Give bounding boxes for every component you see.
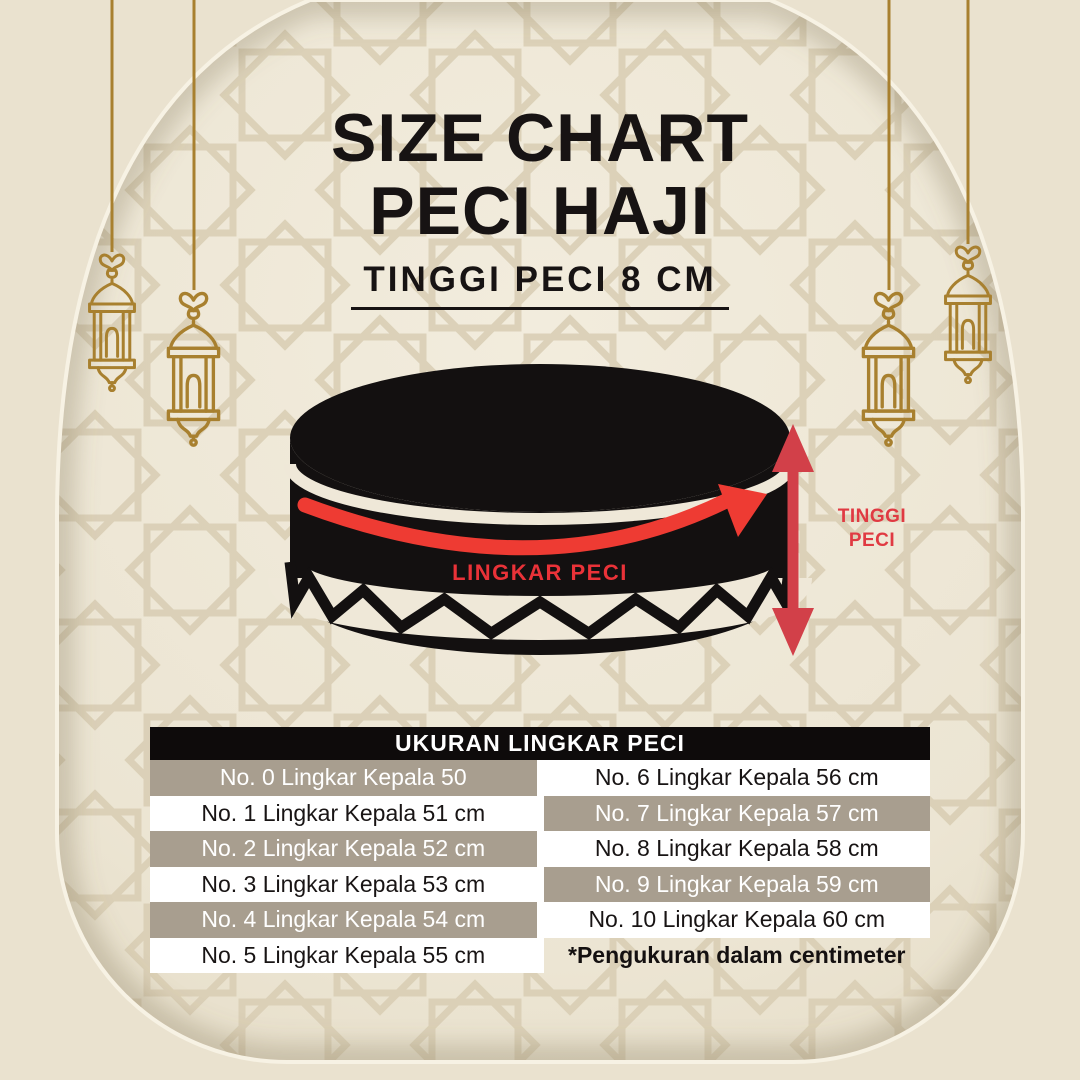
column-divider <box>536 866 544 902</box>
title-line-2: PECI HAJI <box>369 172 711 249</box>
title-line-1: SIZE CHART <box>331 100 749 176</box>
column-divider <box>536 831 544 867</box>
size-table: UKURAN LINGKAR PECI No. 0 Lingkar Kepala… <box>150 727 930 973</box>
circumference-label: LINGKAR PECI <box>452 560 628 585</box>
table-footnote: *Pengukuran dalam centimeter <box>568 941 906 968</box>
size-cell: No. 8 Lingkar Kepala 58 cm <box>543 831 930 867</box>
vertical-double-arrow-icon <box>772 424 814 656</box>
column-divider <box>536 937 544 973</box>
lantern-cords <box>110 0 970 290</box>
peci-diagram: LINGKAR PECI TINGGI PECI <box>268 364 906 656</box>
column-divider <box>536 795 544 831</box>
subtitle-wrap: TINGGI PECI 8 CM <box>0 260 1080 310</box>
size-cell: No. 0 Lingkar Kepala 50 <box>150 760 537 796</box>
size-cell: No. 10 Lingkar Kepala 60 cm <box>543 902 930 938</box>
page-subtitle: TINGGI PECI 8 CM <box>351 260 729 310</box>
size-cell: No. 3 Lingkar Kepala 53 cm <box>150 866 537 902</box>
size-cell: No. 6 Lingkar Kepala 56 cm <box>543 760 930 796</box>
size-table-body: No. 0 Lingkar Kepala 50 No. 6 Lingkar Ke… <box>150 760 930 973</box>
size-cell: No. 4 Lingkar Kepala 54 cm <box>150 902 537 938</box>
size-table-header: UKURAN LINGKAR PECI <box>150 727 930 760</box>
curved-right-arrow-icon <box>297 484 767 556</box>
page-title: SIZE CHART PECI HAJI <box>0 102 1080 248</box>
size-cell: No. 5 Lingkar Kepala 55 cm <box>150 937 537 973</box>
size-cell: No. 9 Lingkar Kepala 59 cm <box>543 866 930 902</box>
size-cell: No. 7 Lingkar Kepala 57 cm <box>543 795 930 831</box>
column-divider <box>536 760 544 796</box>
size-cell: No. 2 Lingkar Kepala 52 cm <box>150 831 537 867</box>
column-divider <box>536 902 544 938</box>
arch-highlight-edge <box>55 0 1025 1064</box>
size-cell: No. 1 Lingkar Kepala 51 cm <box>150 795 537 831</box>
height-label: TINGGI PECI <box>838 506 906 551</box>
